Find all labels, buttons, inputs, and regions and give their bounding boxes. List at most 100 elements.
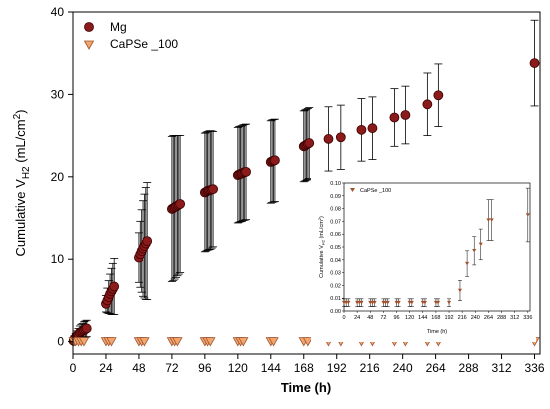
inset-y-tick-label: 0.00: [330, 309, 341, 315]
x-tick-label: 216: [360, 361, 380, 375]
inset-ticks: 0 24 48 72 96 120 144 168 192 216 240 264 288 312 336 0…: [330, 181, 532, 321]
inset-legend-label: CaPSe _100: [360, 188, 391, 194]
inset-capse-point: [436, 300, 441, 305]
x-tick-label: 168: [294, 361, 314, 375]
inset-x-axis-title: Time (h): [427, 329, 447, 335]
inset-y-tick-label: 0.02: [330, 283, 341, 289]
inset-capse-point: [422, 300, 427, 305]
inset-y-tick-label: 0.06: [330, 232, 341, 238]
capse-point: [172, 337, 183, 347]
mg-point: [400, 110, 411, 120]
inset-y-tick-label: 0.01: [330, 296, 341, 302]
inset-capse-point: [489, 218, 494, 222]
x-tick-label: 144: [261, 361, 281, 375]
main-ticks: 0 24 48 72 96 120 144 168 192 216 240 264 288 312 3360…: [51, 5, 545, 375]
capse-point: [205, 337, 216, 347]
inset-x-tick-label: 192: [444, 315, 453, 321]
inset-capse-point: [385, 300, 390, 305]
x-tick-label: 72: [165, 361, 179, 375]
capse-point: [238, 337, 249, 347]
x-tick-label: 264: [426, 361, 446, 375]
y-tick-label: 20: [51, 170, 65, 184]
capse-point: [106, 337, 117, 347]
inset-capse-point: [409, 300, 414, 305]
capse-point: [302, 337, 314, 347]
inset-legend-marker: [350, 188, 355, 192]
y-tick-label: 30: [51, 87, 65, 101]
main-markers: [68, 58, 540, 347]
mg-point: [433, 90, 444, 101]
inset-x-tick-label: 144: [418, 315, 427, 321]
inset-y-tick-label: 0.03: [330, 271, 341, 277]
inset-y-tick-label: 0.07: [330, 219, 341, 225]
inset-x-tick-label: 312: [510, 315, 519, 321]
legend-marker-mg: [84, 22, 94, 32]
mg-point: [356, 124, 367, 135]
mg-point: [142, 236, 153, 246]
inset-capse-point: [372, 300, 377, 305]
x-tick-label: 336: [524, 361, 544, 375]
mg-point: [304, 138, 315, 148]
inset-capse-point: [465, 261, 470, 266]
y-axis-title: Cumulative VH2 (mL/cm2): [12, 110, 32, 257]
mg-point: [529, 58, 540, 68]
inset-x-tick-label: 24: [354, 315, 360, 321]
inset-capse-point: [359, 300, 364, 305]
inset-x-tick-label: 0: [342, 315, 345, 321]
legend-marker-capse: [83, 40, 95, 50]
inset-y-tick-label: 0.04: [330, 258, 341, 264]
inset-background: [311, 177, 536, 342]
inset-y-tick-label: 0.08: [330, 207, 341, 213]
capse-point: [78, 337, 90, 347]
y-tick-label: 0: [57, 335, 64, 349]
inset-x-tick-label: 120: [405, 315, 414, 321]
inset-x-tick-label: 288: [497, 315, 506, 321]
x-tick-label: 0: [70, 361, 77, 375]
x-tick-label: 96: [198, 361, 212, 375]
inset-y-tick-label: 0.09: [330, 194, 341, 200]
inset-capse-point: [478, 242, 483, 247]
mg-point: [241, 166, 251, 177]
x-tick-label: 24: [99, 361, 113, 375]
mg-point: [175, 199, 186, 209]
mg-point: [208, 184, 219, 195]
main-plot-frame: [72, 11, 541, 355]
inset-x-tick-label: 264: [484, 315, 493, 321]
legend-label-mg: Mg: [110, 20, 127, 34]
legend: Mg CaPSe _100: [83, 20, 178, 51]
mg-point: [109, 281, 120, 292]
inset-x-tick-label: 168: [431, 315, 440, 321]
x-tick-label: 48: [132, 361, 146, 375]
x-axis-title: Time (h): [281, 380, 331, 395]
capse-point: [139, 337, 150, 347]
mg-point: [335, 132, 346, 143]
x-tick-label: 192: [327, 361, 347, 375]
inset-capse-point: [486, 218, 491, 222]
inset-y-tick-label: 0.10: [330, 181, 341, 187]
mg-point: [422, 99, 433, 110]
inset-capse-point: [525, 213, 530, 217]
x-tick-label: 120: [228, 361, 248, 375]
inset-x-tick-label: 96: [393, 315, 399, 321]
inset-capse-point: [447, 300, 452, 305]
inset-x-tick-label: 216: [458, 315, 467, 321]
mg-point: [323, 134, 334, 144]
y-tick-label: 10: [51, 252, 65, 266]
inset-capse-point: [472, 249, 477, 253]
inset-y-tick-label: 0.05: [330, 245, 341, 251]
inset-capse-point: [346, 300, 351, 305]
y-tick-label: 40: [51, 5, 65, 19]
inset-x-tick-label: 240: [471, 315, 480, 321]
capse-point: [268, 337, 279, 347]
inset-capse-point: [396, 300, 401, 305]
inset-x-tick-label: 72: [380, 315, 386, 321]
mg-point: [367, 123, 378, 134]
mg-point: [81, 323, 92, 334]
legend-label-capse: CaPSe _100: [110, 37, 178, 51]
mg-point: [389, 112, 400, 123]
inset-x-tick-label: 336: [523, 315, 532, 321]
inset-capse-point: [457, 288, 462, 293]
inset-markers: [342, 213, 530, 305]
inset-x-tick-label: 48: [367, 315, 373, 321]
